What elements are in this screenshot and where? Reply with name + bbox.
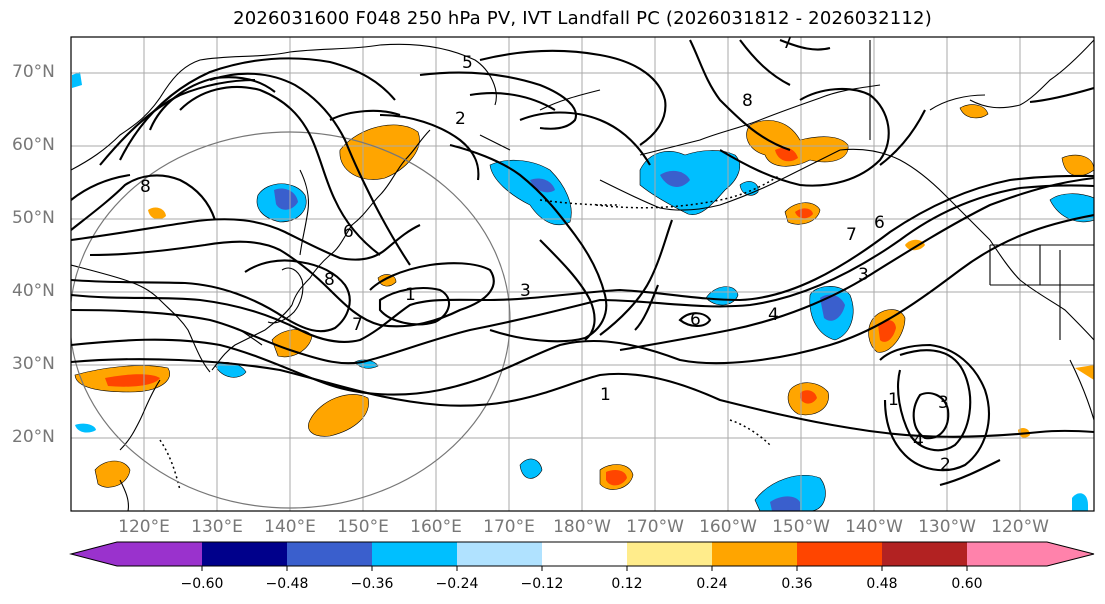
contour-label: 8 [140,177,151,197]
map-title: 2026031600 F048 250 hPa PV, IVT Landfall… [233,8,932,29]
lon-label: 130°E [191,517,243,537]
contour-label: 6 [874,213,885,233]
colorbar-tick-label: 0.48 [866,576,898,592]
lon-label: 130°W [918,517,976,537]
colorbar [69,541,1095,571]
lon-label: 160°E [410,517,462,537]
contour-label: 4 [913,431,924,451]
lon-label: 140°W [845,517,903,537]
contour-label: 8 [742,91,753,111]
lat-label: 20°N [12,427,55,447]
contour-labels: 1 1 1 2 2 3 3 3 4 4 5 6 6 6 7 7 7 8 8 8 [140,33,951,475]
range-ring [71,131,511,509]
lat-label: 70°N [12,62,55,82]
contour-label: 3 [938,393,949,413]
pv-contours [71,39,1094,487]
contour-label: 6 [343,222,354,242]
lat-label: 50°N [12,208,55,228]
contour-label: 7 [352,315,363,335]
contour-label: 3 [858,265,869,285]
colorbar-tick-label: −0.48 [265,576,309,592]
contour-label: 8 [324,270,335,290]
colorbar-tick-label: 0.24 [696,576,728,592]
contour-label: 3 [520,281,531,301]
map-frame [70,36,1095,512]
contour-label: 1 [888,390,899,410]
colorbar-tick-label: 0.12 [611,576,643,592]
contour-label: 1 [600,385,611,405]
lon-label: 120°W [991,517,1049,537]
lon-label: 120°E [118,517,170,537]
islands [159,174,781,491]
anomaly-shading [72,72,1094,511]
contour-label: 2 [455,109,466,129]
colorbar-tick-label: −0.60 [180,576,224,592]
lon-label: 170°E [483,517,535,537]
contour-label: 5 [462,53,473,73]
contour-label: 6 [690,310,701,330]
lat-label: 30°N [12,354,55,374]
contour-label: 7 [846,225,857,245]
contour-label: 2 [940,455,951,475]
lon-label: 180°W [553,517,611,537]
colorbar-tick-label: 0.36 [781,576,813,592]
lat-label: 60°N [12,135,55,155]
colorbar-tick-label: 0.60 [951,576,983,592]
lat-label: 40°N [12,281,55,301]
colorbar-tick-label: −0.12 [520,576,564,592]
contour-label: 1 [405,285,416,305]
colorbar-tick-label: −0.24 [435,576,479,592]
lon-label: 150°W [772,517,830,537]
lon-label: 160°W [699,517,757,537]
lon-label: 140°E [264,517,316,537]
lon-label: 170°W [626,517,684,537]
contour-label: 7 [782,33,793,53]
contour-label: 4 [768,305,779,325]
lon-label: 150°E [337,517,389,537]
graticule [71,37,1094,511]
colorbar-tick-label: −0.36 [350,576,394,592]
